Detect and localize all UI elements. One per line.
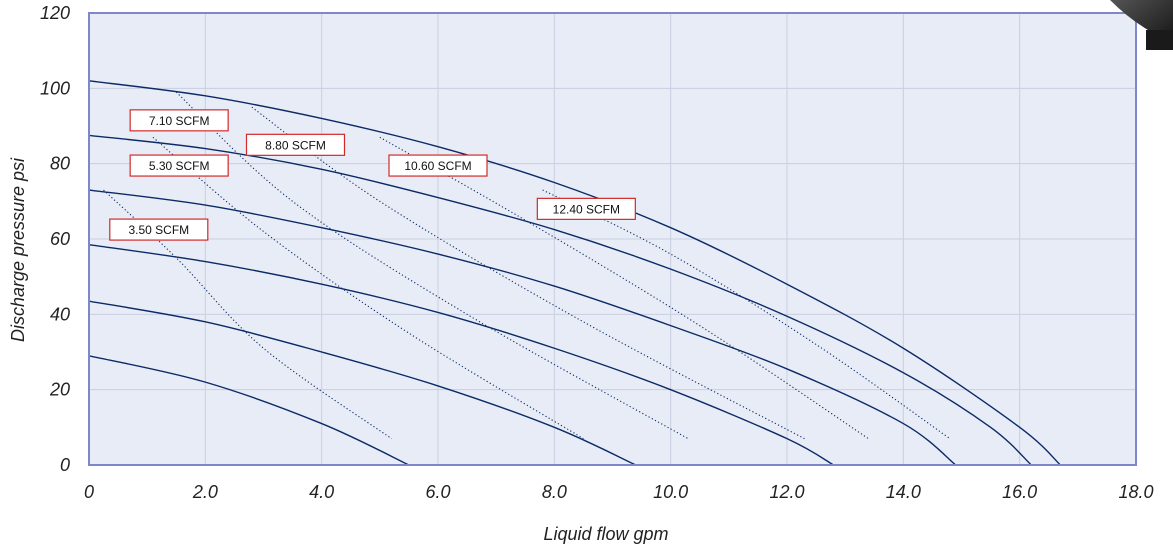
x-tick-label: 8.0 [542, 482, 567, 502]
scfm-label-box [109, 218, 209, 241]
y-axis-ticks: 0 20 40 60 80 100 120 [40, 3, 70, 475]
scfm-label-box [388, 154, 488, 177]
x-tick-label: 18.0 [1118, 482, 1153, 502]
pump-curve [89, 300, 637, 465]
y-tick-label: 60 [50, 229, 70, 249]
pump-curve [89, 134, 1032, 465]
scfm-label-text: 5.30 SCFM [149, 159, 210, 173]
scfm-label: 7.10 SCFM [129, 109, 229, 132]
scfm-label-text: 12.40 SCFM [553, 202, 620, 216]
scfm-label: 5.30 SCFM [129, 154, 229, 177]
x-axis-title: Liquid flow gpm [543, 524, 668, 544]
pump-curve [89, 189, 957, 465]
scfm-label: 3.50 SCFM [109, 218, 209, 241]
scfm-line [379, 136, 869, 440]
plot-frame [88, 12, 1137, 466]
y-tick-label: 20 [49, 380, 70, 400]
scfm-label-box [245, 133, 346, 156]
y-tick-label: 100 [40, 78, 70, 98]
scfm-labels: 3.50 SCFM 5.30 SCFM 7.10 SCFM 8.80 SCFM 10.6… [109, 109, 636, 241]
pump-curves [89, 80, 1061, 465]
x-tick-label: 12.0 [769, 482, 804, 502]
x-tick-label: 14.0 [886, 482, 921, 502]
scfm-label-text: 10.60 SCFM [404, 159, 471, 173]
scfm-label-box [129, 154, 229, 177]
scfm-label-text: 3.50 SCFM [128, 223, 189, 237]
scfm-label-text: 8.80 SCFM [265, 138, 326, 152]
x-tick-label: 10.0 [653, 482, 688, 502]
x-axis-ticks: 0 2.0 4.0 6.0 8.0 10.0 12.0 14.0 16.0 18.0 [84, 482, 1154, 502]
x-tick-label: 2.0 [192, 482, 218, 502]
x-tick-label: 0 [84, 482, 94, 502]
y-tick-label: 40 [50, 304, 70, 324]
x-tick-label: 6.0 [425, 482, 450, 502]
y-tick-label: 120 [40, 3, 70, 23]
scfm-line [542, 189, 951, 440]
scfm-line [152, 136, 584, 440]
scfm-label-box [536, 197, 636, 220]
scfm-label: 10.60 SCFM [388, 154, 488, 177]
pump-photo-fragment [1110, 0, 1173, 50]
y-axis-title: Discharge pressure psi [8, 157, 28, 342]
pump-curve [89, 243, 834, 465]
scfm-label-text: 7.10 SCFM [149, 114, 210, 128]
scfm-label: 8.80 SCFM [245, 133, 346, 156]
x-tick-label: 16.0 [1002, 482, 1037, 502]
scfm-line [175, 91, 689, 440]
pump-curve [89, 355, 410, 465]
scfm-label: 12.40 SCFM [536, 197, 636, 220]
y-tick-label: 80 [50, 154, 70, 174]
scfm-label-box [129, 109, 229, 132]
x-tick-label: 4.0 [309, 482, 334, 502]
scfm-line [251, 106, 805, 440]
y-tick-label: 0 [60, 455, 70, 475]
